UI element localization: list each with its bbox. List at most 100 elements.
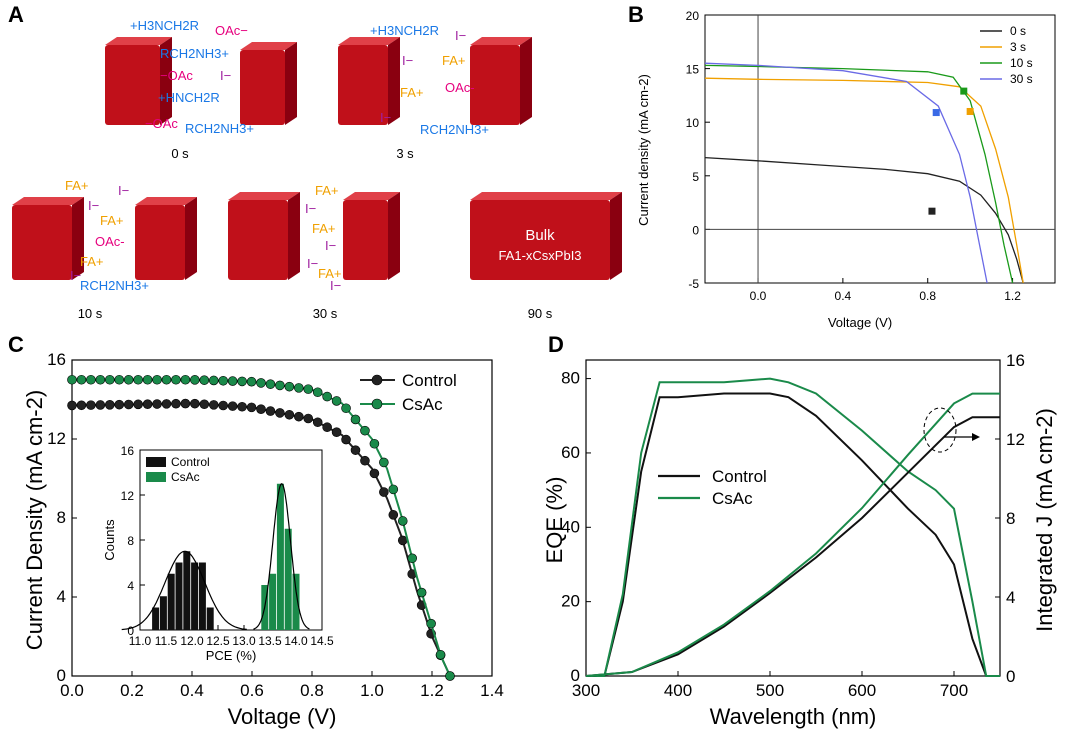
series-marker <box>133 399 143 410</box>
x-tick-label: 13.0 <box>232 634 256 648</box>
x-tick-label: 0.8 <box>919 289 936 303</box>
series-marker <box>322 422 332 433</box>
ion-label: RCH2NH3+ <box>160 46 229 61</box>
series-marker <box>397 516 408 526</box>
series-marker <box>246 402 257 413</box>
cube-top <box>343 192 400 200</box>
series-marker <box>256 404 266 414</box>
ion-label: OAc- <box>95 234 125 249</box>
x-tick-label: 14.5 <box>310 634 334 648</box>
cube-top <box>470 192 622 200</box>
series-marker <box>218 375 228 386</box>
perovskite-grain <box>228 192 300 280</box>
cube-face <box>240 50 285 125</box>
ion-label: OAc- <box>445 80 475 95</box>
perovskite-grain <box>338 37 400 125</box>
x-tick-label: 0.0 <box>750 289 767 303</box>
stage-time: 10 s <box>78 306 103 321</box>
series-marker <box>303 413 314 424</box>
series-marker <box>190 398 200 409</box>
perovskite-grain <box>240 42 297 125</box>
series-marker <box>67 400 77 411</box>
legend-label: 0 s <box>1010 24 1026 38</box>
series-marker <box>435 649 446 660</box>
series-marker <box>265 379 276 389</box>
panel-d: D 300 400 500 600 700 0 20 40 60 80 0 4 8 12 16 Control C… <box>542 332 1057 729</box>
series-marker <box>237 376 247 387</box>
cube-top <box>228 192 300 200</box>
annotation-ellipse <box>923 407 957 453</box>
legend-label: Control <box>402 371 457 390</box>
mpp-marker <box>928 207 936 215</box>
panel-letter-a: A <box>8 2 24 27</box>
series-marker <box>246 376 257 387</box>
y-tick-label: 4 <box>57 587 66 606</box>
y2-tick-label: 12 <box>1006 430 1025 449</box>
legend-label: CsAc <box>402 395 443 414</box>
series-marker <box>105 374 115 385</box>
histogram-bar <box>183 551 191 630</box>
bulk-label: Bulk <box>525 227 555 244</box>
histogram-bar <box>175 562 183 630</box>
arrow-head <box>972 433 980 441</box>
x-tick-label: 11.5 <box>155 634 178 648</box>
plot-frame <box>704 14 1056 284</box>
legend-marker <box>371 374 383 386</box>
series-marker <box>350 414 361 425</box>
y2-tick-label: 4 <box>1006 588 1015 607</box>
perovskite-grain <box>12 197 84 280</box>
legend-label: 10 s <box>1010 56 1033 70</box>
ion-label: I− <box>325 238 336 253</box>
y-tick-label: 20 <box>686 9 700 23</box>
x-tick-label: 1.2 <box>1004 289 1021 303</box>
series-marker <box>190 375 200 385</box>
series-marker <box>284 381 295 392</box>
series-marker <box>123 399 134 410</box>
series-marker <box>76 400 87 411</box>
stage-3: FA+I−FA+I−I−FA+I−30 s <box>228 183 400 321</box>
y-tick-label: 40 <box>561 517 580 536</box>
series-marker <box>208 375 219 386</box>
series-marker <box>275 380 285 391</box>
series-marker <box>360 455 370 466</box>
series-marker <box>426 618 436 629</box>
x-axis-label: PCE (%) <box>206 648 257 663</box>
y-axis-label: EQE (%) <box>542 477 567 564</box>
y-tick-label: 12 <box>121 489 135 503</box>
series-marker <box>95 400 106 410</box>
cube-top <box>135 197 197 205</box>
series-marker <box>171 398 181 409</box>
series-marker <box>379 457 389 468</box>
legend-label: CsAc <box>712 489 753 508</box>
series-marker <box>265 406 276 416</box>
cube-top <box>338 37 400 45</box>
y-tick-label: 80 <box>561 369 580 388</box>
panel-c: C0.0 0.2 0.4 0.6 0.8 1.0 1.2 1.40481216ControlC… <box>8 332 504 729</box>
series-marker <box>312 417 323 428</box>
series-marker <box>199 399 210 410</box>
stage-1: +H3NCH2R I− I− FA+ FA+ OAc- I− RCH2NH3+ 3 s <box>338 23 532 161</box>
series-marker <box>341 403 351 414</box>
perovskite-grain <box>343 192 400 280</box>
series-marker <box>76 374 87 385</box>
ion-label: RCH2NH3+ <box>185 121 254 136</box>
y-tick-label: -5 <box>688 277 699 291</box>
y-tick-label: 16 <box>121 444 135 458</box>
y-tick-label: 16 <box>47 350 66 369</box>
series-marker <box>152 374 162 385</box>
series-marker <box>95 374 106 385</box>
ion-label: FA+ <box>442 53 466 68</box>
series-marker <box>161 374 172 385</box>
y-axis-label: Current Density (mA cm-2) <box>22 390 47 650</box>
histogram-bar <box>206 607 214 630</box>
series-marker <box>171 374 181 385</box>
series-marker <box>312 387 323 398</box>
series-marker <box>67 374 77 385</box>
histogram-bar <box>198 562 206 630</box>
series-marker <box>227 376 238 386</box>
perovskite-grain <box>105 37 172 125</box>
cube-face <box>228 200 288 280</box>
x-tick-label: 12.0 <box>180 634 204 648</box>
series-marker <box>123 374 134 385</box>
